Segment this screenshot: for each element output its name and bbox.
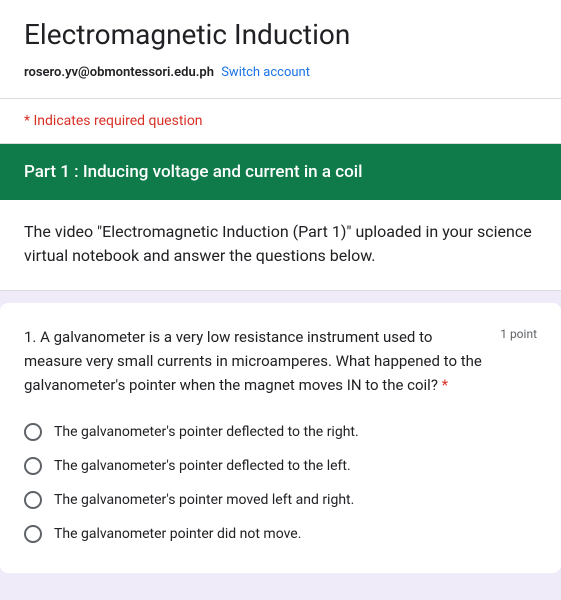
option-1[interactable]: The galvanometer's pointer deflected to … (24, 449, 537, 483)
question-card: 1. A galvanometer is a very low resistan… (0, 303, 561, 573)
section-header: Part 1 : Inducing voltage and current in… (0, 144, 561, 200)
question-body: 1. A galvanometer is a very low resistan… (24, 328, 482, 394)
radio-icon (24, 423, 42, 441)
option-label: The galvanometer's pointer deflected to … (54, 458, 351, 474)
form-title: Electromagnetic Induction (24, 18, 537, 51)
switch-account-link[interactable]: Switch account (221, 65, 310, 80)
question-points: 1 point (500, 327, 537, 341)
option-label: The galvanometer's pointer deflected to … (54, 424, 359, 440)
option-label: The galvanometer pointer did not move. (54, 526, 301, 542)
option-label: The galvanometer's pointer moved left an… (54, 492, 354, 508)
option-0[interactable]: The galvanometer's pointer deflected to … (24, 415, 537, 449)
account-email: rosero.yv@obmontessori.edu.ph (24, 65, 214, 80)
option-2[interactable]: The galvanometer's pointer moved left an… (24, 483, 537, 517)
radio-icon (24, 525, 42, 543)
required-indicator: * Indicates required question (0, 99, 561, 144)
account-row: rosero.yv@obmontessori.edu.ph Switch acc… (24, 65, 537, 80)
question-row: 1. A galvanometer is a very low resistan… (24, 325, 537, 397)
required-star: * (442, 376, 448, 394)
section-description: The video "Electromagnetic Induction (Pa… (0, 200, 561, 291)
question-text: 1. A galvanometer is a very low resistan… (24, 325, 492, 397)
form-header: Electromagnetic Induction rosero.yv@obmo… (0, 0, 561, 99)
option-3[interactable]: The galvanometer pointer did not move. (24, 517, 537, 551)
radio-icon (24, 491, 42, 509)
radio-icon (24, 457, 42, 475)
